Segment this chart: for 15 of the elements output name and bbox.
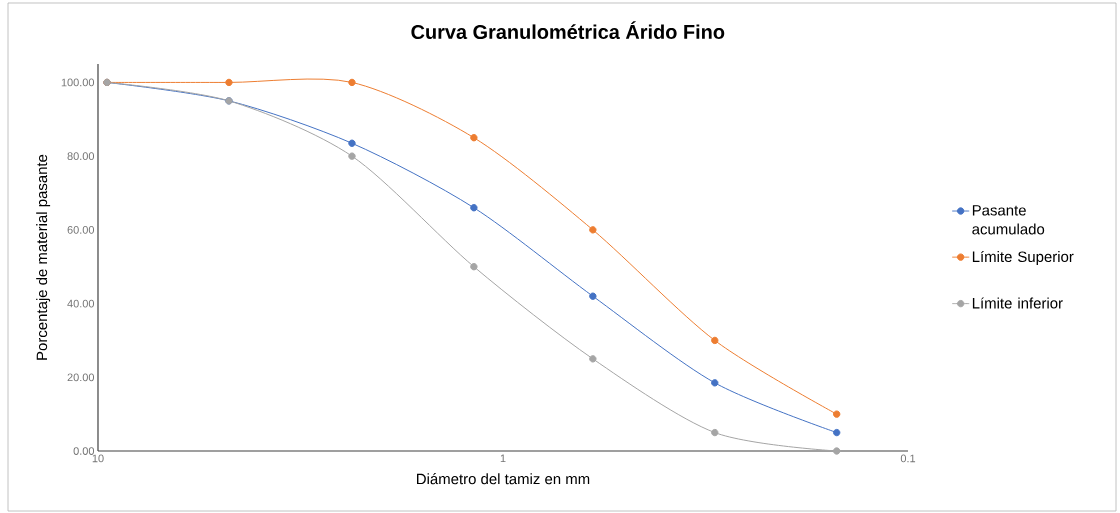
y-tick-label: 20.00	[67, 373, 95, 382]
y-tick-label: 100.00	[61, 78, 95, 87]
x-tick-label: 10	[92, 454, 104, 463]
chart-title: Curva Granulométrica Árido Fino	[411, 21, 725, 40]
x-tick-label: 1	[500, 454, 506, 463]
legend-label: Límite Superior	[972, 250, 1074, 265]
x-axis-title: Diámetro del tamiz en mm	[417, 473, 590, 485]
y-tick-label: 40.00	[67, 299, 95, 308]
y-tick-label: 0.00	[73, 447, 95, 455]
legend-label: Pasante acumulado	[972, 205, 1045, 235]
legend-label: Límite inferior	[972, 297, 1063, 309]
y-tick-label: 80.00	[67, 152, 95, 161]
x-tick-label: 0.1	[900, 454, 916, 463]
y-tick-label: 60.00	[67, 225, 95, 234]
y-axis-title: Porcentaje de material pasante	[36, 154, 51, 360]
